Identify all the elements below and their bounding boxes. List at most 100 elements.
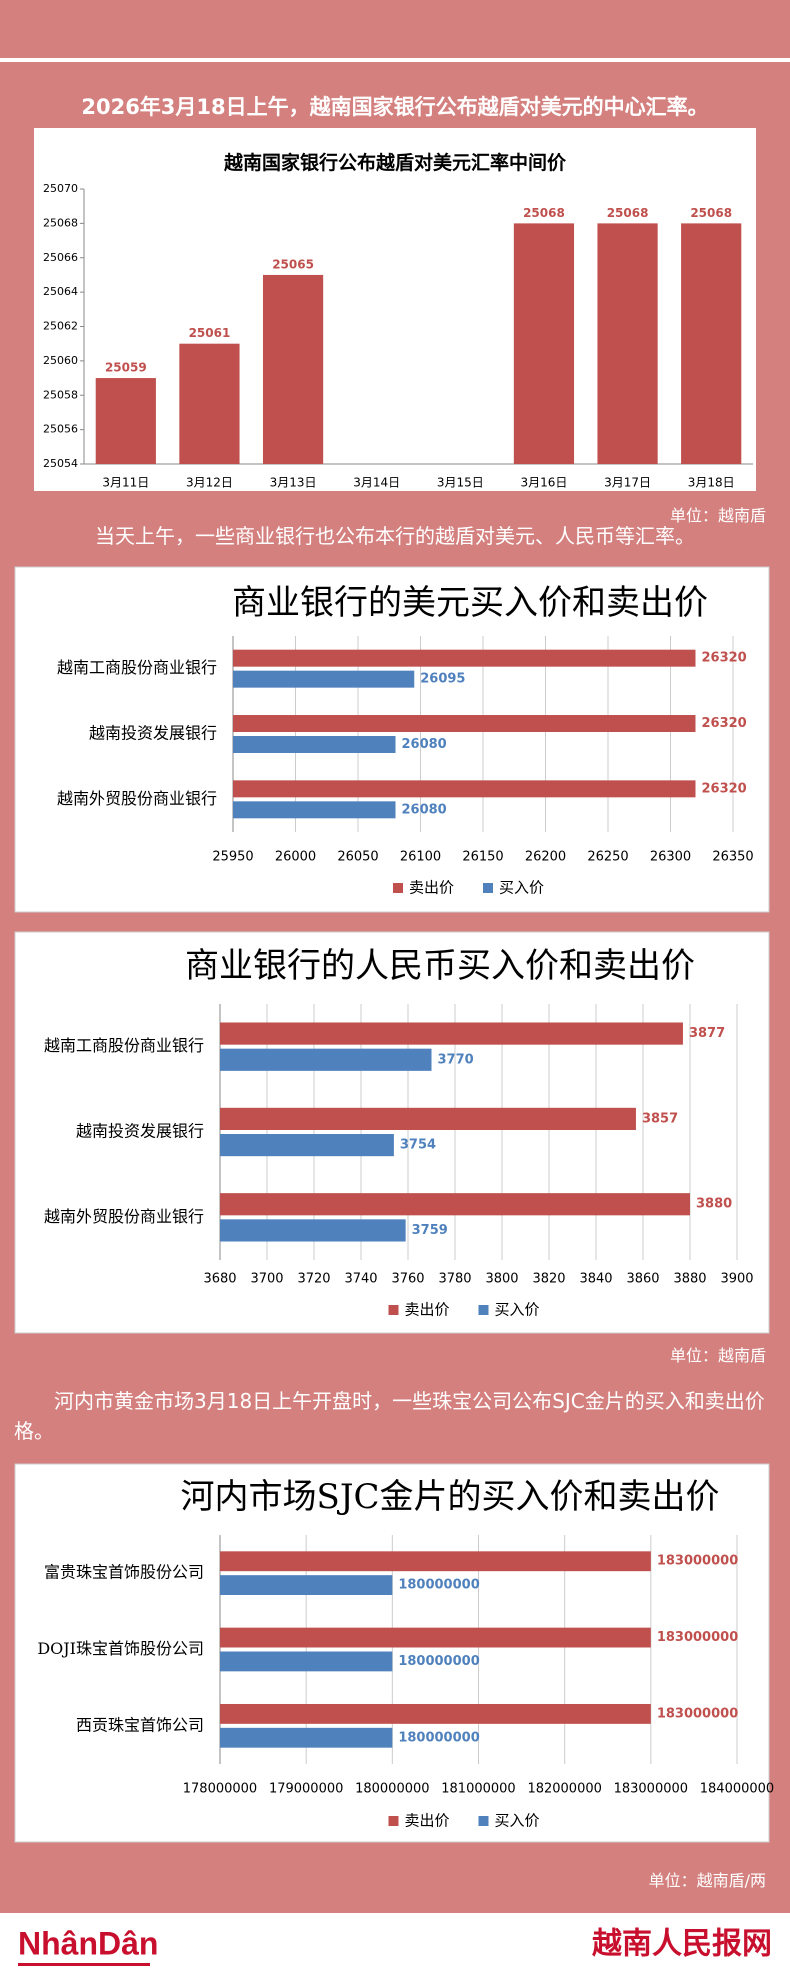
x-tick-label: 178000000 [183, 1782, 257, 1797]
bar [233, 736, 396, 753]
data-label: 183000000 [657, 1554, 738, 1569]
data-label: 26095 [420, 672, 465, 687]
x-tick-label: 3月18日 [688, 476, 735, 490]
chart-title: 越南国家银行公布越盾对美元汇率中间价 [223, 151, 567, 174]
x-tick-label: 26100 [400, 850, 441, 865]
x-tick-label: 3680 [203, 1272, 236, 1287]
legend-swatch [478, 1305, 489, 1315]
bar [220, 1134, 394, 1157]
unit-note: 单位：越南盾 [669, 506, 766, 525]
bar [233, 649, 696, 667]
y-tick-label: 25058 [43, 388, 78, 401]
y-tick-label: 25068 [43, 216, 78, 229]
x-tick-label: 3760 [391, 1272, 424, 1287]
x-tick-label: 3月12日 [186, 476, 233, 490]
data-label: 25068 [523, 206, 565, 220]
logo-right: 越南人民报网 [592, 1927, 772, 1962]
bar [233, 715, 696, 732]
data-label: 3877 [689, 1026, 725, 1041]
bar [220, 1627, 651, 1648]
bar [220, 1727, 393, 1748]
data-label: 25061 [189, 326, 231, 340]
x-tick-label: 3月14日 [353, 476, 400, 490]
x-tick-label: 26050 [337, 850, 378, 865]
x-tick-label: 3月13日 [270, 476, 317, 490]
legend-label: 买入价 [499, 879, 544, 897]
unit-note: 单位：越南盾 [669, 1346, 766, 1365]
x-tick-label: 26250 [587, 850, 628, 865]
legend-swatch [393, 883, 403, 893]
paragraph: 当天上午，一些商业银行也公布本行的越盾对美元、人民币等汇率。 [95, 524, 695, 548]
category-label: 越南外贸股份商业银行 [44, 1207, 204, 1226]
legend-label: 买入价 [495, 1301, 540, 1319]
legend-label: 买入价 [495, 1812, 540, 1830]
x-tick-label: 3700 [250, 1272, 283, 1287]
x-tick-label: 3720 [297, 1272, 330, 1287]
x-tick-label: 3900 [720, 1272, 753, 1287]
data-label: 180000000 [398, 1578, 479, 1593]
legend-label: 卖出价 [405, 1301, 450, 1319]
data-label: 25068 [690, 206, 732, 220]
legend-swatch [388, 1305, 399, 1315]
x-tick-label: 3月16日 [520, 476, 567, 490]
chart-title: 商业银行的人民币买入价和卖出价 [185, 946, 695, 986]
x-tick-label: 3800 [485, 1272, 518, 1287]
data-label: 3759 [412, 1223, 448, 1238]
x-tick-label: 3月15日 [437, 476, 484, 490]
bar [220, 1048, 432, 1071]
bar [179, 343, 240, 464]
bar [220, 1703, 651, 1724]
data-label: 183000000 [657, 1630, 738, 1645]
x-tick-label: 183000000 [614, 1782, 688, 1797]
y-tick-label: 25062 [43, 320, 78, 333]
bar [220, 1022, 683, 1045]
logo-left: NhânDân [18, 1925, 158, 1961]
x-tick-label: 25950 [212, 850, 253, 865]
x-tick-label: 26350 [712, 850, 753, 865]
x-tick-label: 3740 [344, 1272, 377, 1287]
x-tick-label: 182000000 [527, 1782, 601, 1797]
data-label: 26080 [402, 737, 447, 752]
bar [233, 670, 415, 688]
x-tick-label: 181000000 [441, 1782, 515, 1797]
category-label: 富贵珠宝首饰股份公司 [44, 1563, 204, 1582]
chart-title: 商业银行的美元买入价和卖出价 [232, 583, 708, 623]
y-tick-label: 25056 [43, 423, 78, 436]
x-tick-label: 3860 [626, 1272, 659, 1287]
x-tick-label: 3880 [673, 1272, 706, 1287]
chart-title: 河内市场SJC金片的买入价和卖出价 [181, 1477, 720, 1517]
data-label: 25065 [272, 257, 314, 271]
bar [233, 801, 396, 819]
paragraph: 2026年3月18日上午，越南国家银行公布越盾对美元的中心汇率。 [81, 95, 709, 119]
y-tick-label: 25060 [43, 354, 78, 367]
unit-note: 单位：越南盾/两 [648, 1871, 766, 1890]
paragraph: 河内市黄金市场3月18日上午开盘时，一些珠宝公司公布SJC金片的买入和卖出价格。 [14, 1389, 765, 1443]
bar [220, 1193, 690, 1216]
category-label: 西贡珠宝首饰公司 [76, 1715, 204, 1734]
x-tick-label: 3840 [579, 1272, 612, 1287]
data-label: 180000000 [398, 1730, 479, 1745]
chart-box [14, 566, 770, 913]
bar [95, 378, 156, 464]
data-label: 26320 [702, 651, 747, 666]
y-tick-label: 25064 [43, 285, 78, 298]
x-tick-label: 3820 [532, 1272, 565, 1287]
data-label: 3857 [642, 1111, 678, 1126]
data-label: 26320 [702, 781, 747, 796]
y-tick-label: 25066 [43, 251, 78, 264]
x-tick-label: 3月17日 [604, 476, 651, 490]
category-label: 越南外贸股份商业银行 [57, 789, 217, 808]
y-tick-label: 25054 [43, 457, 78, 470]
legend-label: 卖出价 [405, 1812, 450, 1830]
category-label: 越南工商股份商业银行 [57, 658, 217, 677]
logo-rule [18, 1963, 150, 1966]
data-label: 3770 [438, 1052, 474, 1067]
category-label: DOJI珠宝首饰股份公司 [37, 1639, 204, 1658]
x-tick-label: 179000000 [269, 1782, 343, 1797]
x-tick-label: 3月11日 [102, 476, 149, 490]
data-label: 183000000 [657, 1706, 738, 1721]
bar [513, 223, 575, 464]
legend-swatch [483, 883, 493, 893]
data-label: 25068 [607, 206, 649, 220]
